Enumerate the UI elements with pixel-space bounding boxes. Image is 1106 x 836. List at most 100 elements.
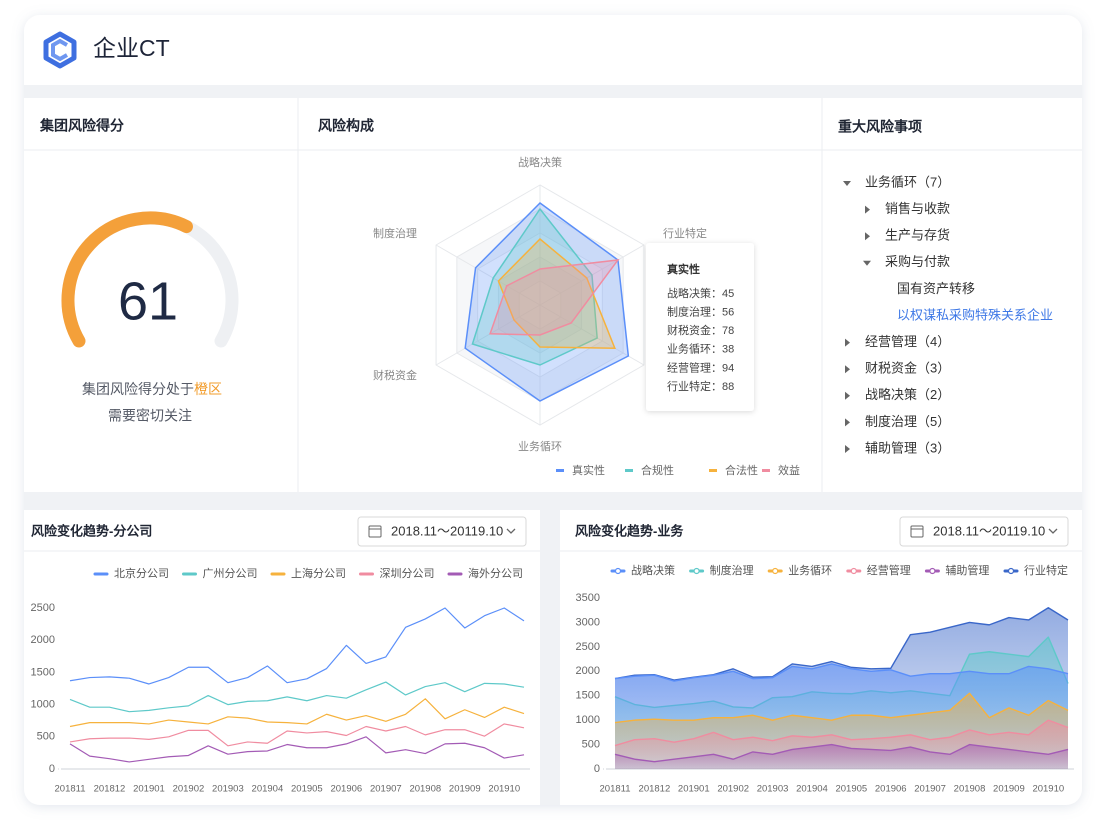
tooltip-row: 业务循环：38 [667, 343, 734, 356]
legend-label: 行业特定 [1024, 563, 1068, 577]
x-tick-label: 201902 [173, 784, 205, 795]
x-tick-label: 201909 [449, 784, 481, 795]
legend-swatch-dot [614, 567, 622, 575]
radar-indicator: 财税资金 [373, 368, 417, 382]
tree-item[interactable]: 销售与收款 [885, 201, 950, 216]
legend-label: 真实性 [572, 463, 605, 477]
radar-area [489, 259, 620, 336]
score-value: 61 [118, 271, 178, 331]
radar-area [497, 237, 616, 349]
panel-title: 集团风险得分 [39, 118, 124, 134]
x-tick-label: 201906 [330, 784, 362, 795]
area-line [614, 692, 1069, 724]
legend-label: 合法性 [725, 463, 758, 477]
radar-area [471, 207, 598, 366]
x-tick-label: 201811 [600, 784, 631, 795]
x-tick-label: 201908 [954, 784, 986, 795]
legend-swatch-dot [850, 567, 857, 575]
line-series [69, 736, 525, 763]
radar-indicator: 业务循环 [518, 440, 562, 453]
x-tick-label: 201812 [94, 784, 126, 795]
legend-swatch [625, 469, 633, 472]
tooltip-row: 财税资金：78 [667, 323, 734, 337]
legend-label: 效益 [778, 463, 800, 477]
x-tick-label: 201812 [639, 784, 671, 795]
tree-item[interactable]: 财税资金（3） [865, 361, 950, 376]
date-picker[interactable]: 2018.11～20119.10 [357, 516, 527, 547]
date-range[interactable]: 2018.11～20119.10 [391, 523, 503, 538]
tree-toggle [843, 181, 851, 186]
panel-title: 风险变化趋势-分公司 [31, 523, 152, 538]
tree-item[interactable]: 辅助管理（3） [865, 440, 950, 455]
tree-item[interactable]: 制度治理（5） [865, 414, 950, 429]
tree-toggle [865, 205, 870, 214]
x-tick-label: 201903 [757, 784, 789, 795]
x-tick-label: 201905 [835, 784, 867, 795]
tree-toggle [845, 365, 850, 374]
x-tick-label: 201811 [55, 784, 86, 795]
radar-indicator: 制度治理 [373, 226, 417, 240]
panel-title: 重大风险事项 [838, 119, 922, 135]
y-tick-label: 2000 [31, 634, 55, 646]
y-tick-label: 3000 [576, 616, 600, 628]
radar-indicator: 行业特定 [663, 226, 707, 240]
y-tick-label: 2500 [576, 641, 600, 653]
legend-label: 制度治理 [710, 563, 754, 577]
x-tick-label: 201905 [291, 784, 323, 795]
y-tick-label: 1500 [31, 666, 55, 678]
tree-item[interactable]: 战略决策（2） [865, 387, 950, 402]
radar-axis [435, 304, 541, 366]
tree-item[interactable]: 国有资产转移 [897, 281, 975, 296]
tree-item[interactable]: 采购与付款 [885, 254, 950, 269]
legend-label: 广州分公司 [203, 567, 258, 580]
tooltip-row: 行业特定：88 [667, 379, 734, 393]
x-tick-label: 201901 [133, 784, 165, 795]
date-picker[interactable]: 2018.11～20119.10 [899, 516, 1069, 547]
tree-item[interactable]: 经营管理（4） [865, 334, 950, 349]
legend-label: 海外分公司 [468, 566, 523, 580]
date-range[interactable]: 2018.11～20119.10 [933, 523, 1045, 538]
x-tick-label: 201907 [370, 784, 402, 795]
line-series [69, 607, 525, 685]
line-series [69, 681, 525, 713]
area-fill [615, 744, 1068, 769]
app-title: 企业CT [93, 35, 170, 61]
y-tick-label: 500 [37, 731, 55, 743]
x-tick-label: 201904 [252, 784, 284, 795]
legend-swatch-dot [1007, 567, 1015, 575]
status-zone: 橙区 [194, 381, 222, 397]
tree-toggle [865, 232, 870, 241]
panel-title: 风险变化趋势-业务 [575, 523, 684, 538]
tree-item[interactable]: 生产与存货 [885, 228, 950, 243]
tooltip-title: 真实性 [667, 262, 700, 276]
legend-label: 辅助管理 [945, 563, 989, 577]
legend-label: 业务循环 [788, 564, 832, 577]
y-tick-label: 0 [594, 763, 600, 775]
tree-item[interactable]: 业务循环（7） [865, 174, 950, 189]
tooltip-row: 制度治理：56 [667, 305, 734, 319]
status-prefix: 集团风险得分处于 [82, 381, 194, 397]
x-tick-label: 201910 [1032, 784, 1064, 795]
tooltip-row: 战略决策：45 [667, 286, 734, 300]
legend-label: 深圳分公司 [380, 567, 435, 580]
radar-axis [435, 244, 541, 306]
legend-swatch [762, 469, 770, 472]
legend-swatch-dot [929, 567, 936, 575]
x-tick-label: 201907 [914, 784, 946, 795]
x-tick-label: 201910 [488, 784, 520, 795]
y-tick-label: 2500 [31, 602, 55, 614]
tree-toggle [863, 260, 871, 266]
x-tick-label: 201901 [678, 784, 710, 795]
x-tick-label: 201906 [875, 784, 907, 795]
y-tick-label: 500 [582, 738, 600, 750]
logo [43, 31, 77, 69]
separator-band [540, 492, 560, 805]
legend-label: 上海分公司 [291, 566, 346, 580]
x-tick-label: 201909 [993, 784, 1025, 795]
legend-label: 战略决策 [631, 563, 675, 577]
gauge-value [61, 211, 193, 348]
tree-item[interactable]: 以权谋私采购特殊关系企业 [897, 307, 1053, 322]
